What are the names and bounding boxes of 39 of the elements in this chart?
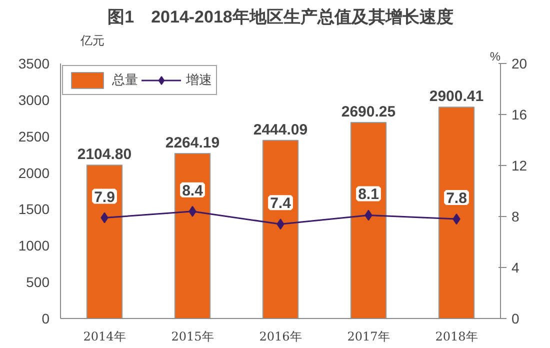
bar [262,140,299,318]
data-label: 7.9 [94,188,115,206]
y-tick-label: 2000 [18,164,50,181]
y2-tick-label: 16 [512,106,528,122]
y-tick-label: 500 [26,274,50,290]
bar [438,106,475,318]
y2-tick-label: 20 [512,56,528,72]
x-tick-label: 2018年 [435,330,478,344]
data-label: 8.1 [358,186,379,204]
y-tick-label: 1500 [18,201,50,218]
chart-title: 图1 2014-2018年地区生产总值及其增长速度 [108,8,454,26]
y2-axis-title: % [490,50,501,64]
bar [174,153,211,318]
data-label: 8.4 [182,182,204,200]
y-tick-label: 0 [42,310,50,326]
bar [350,122,387,318]
y2-tick-label: 8 [512,208,520,224]
y-axis-title: 亿元 [80,34,104,48]
x-tick-label: 2015年 [171,330,214,344]
y-tick-label: 1000 [18,238,50,254]
legend-label: 总量 [112,71,138,89]
y-tick-label: 3500 [18,56,50,72]
x-tick-label: 2016年 [259,330,302,344]
data-label: 2690.25 [341,103,396,120]
data-label: 2264.19 [165,134,220,152]
bar [86,164,123,318]
data-label: 2104.80 [77,146,132,164]
y2-tick-label: 12 [512,158,528,174]
data-label: 7.4 [270,195,292,212]
x-tick-label: 2017年 [347,330,390,344]
y2-tick-label: 4 [512,260,520,276]
y-tick-label: 2500 [18,128,50,144]
data-label: 2444.09 [253,121,308,138]
x-tick-label: 2014年 [83,330,126,344]
data-label: 2900.41 [429,88,484,106]
y-tick-label: 3000 [18,92,50,108]
legend-label: 增速 [186,71,212,89]
data-label: 7.8 [446,190,467,208]
y2-tick-label: 0 [512,310,520,326]
